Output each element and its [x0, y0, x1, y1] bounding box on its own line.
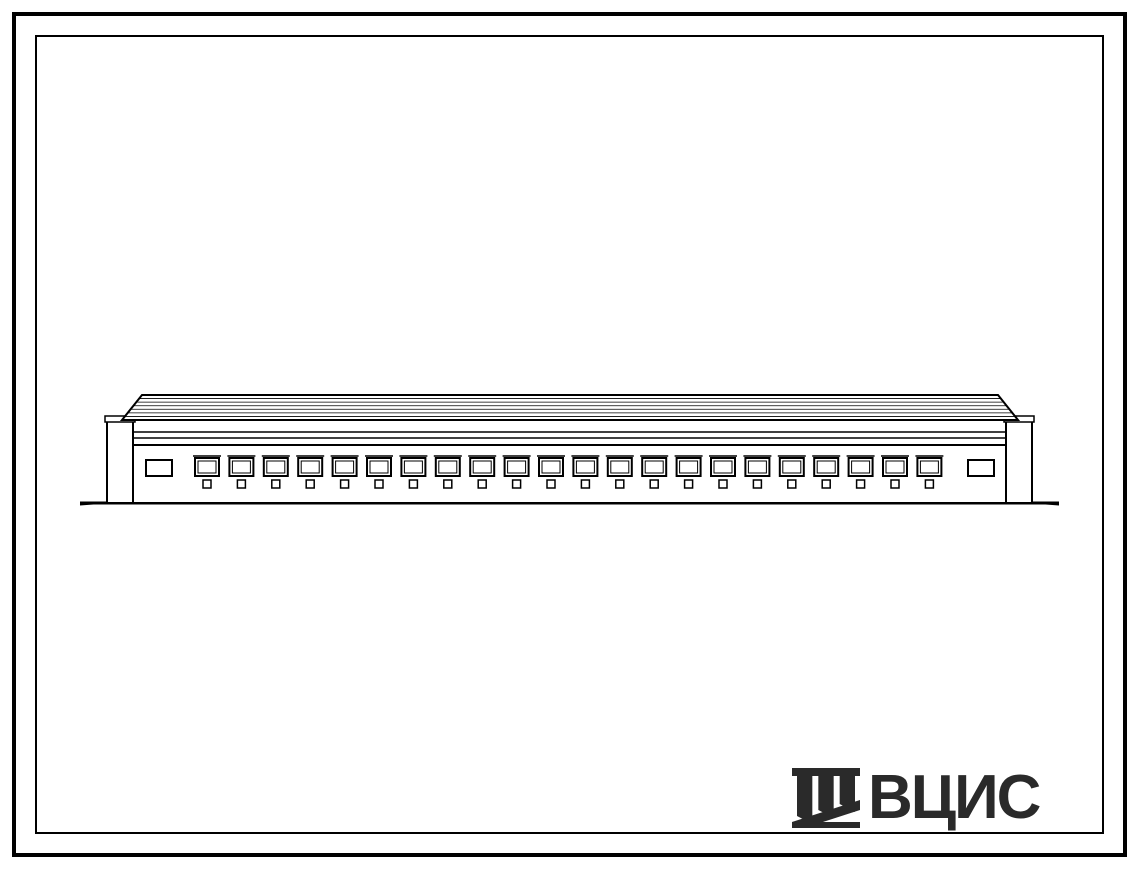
elevation-svg: [0, 0, 1139, 869]
logo-text: ВЦИС: [868, 762, 1039, 833]
logo-icon: [792, 768, 860, 828]
drawing-canvas: [0, 0, 1139, 869]
vcis-logo: ВЦИС: [792, 762, 1039, 833]
